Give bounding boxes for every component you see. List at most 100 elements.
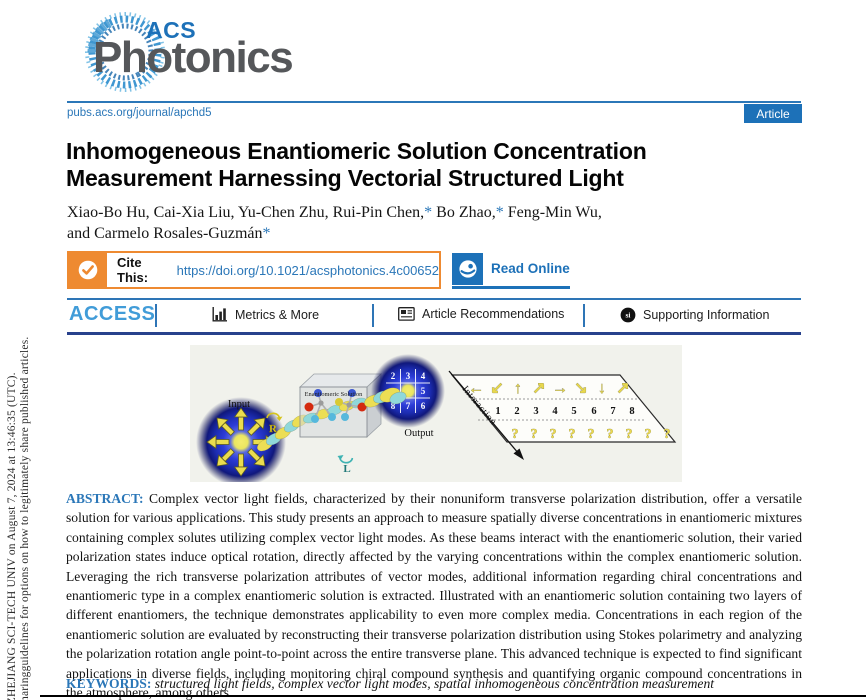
access-rule-top xyxy=(67,298,801,300)
header-rule xyxy=(67,101,801,103)
svg-text:?: ? xyxy=(512,427,519,442)
access-bar: ACCESS Metrics & More Article Recommenda… xyxy=(67,300,801,332)
logo-journal-name: Photonics xyxy=(93,33,294,82)
interaction-panel: Interaction ← ↙ ↑ ↗ → ↘ ↓ ↗ 1 2 3 4 xyxy=(448,370,677,460)
svg-text:8: 8 xyxy=(629,406,634,417)
check-circle-icon xyxy=(69,253,107,287)
cite-this-box[interactable]: Cite This: https://doi.org/10.1021/acsph… xyxy=(67,251,441,289)
author-segment: and Carmelo Rosales-Guzmán xyxy=(67,225,263,242)
separator xyxy=(372,304,374,327)
keywords-text: structured light fields, complex vector … xyxy=(151,676,715,691)
output-beam: 2 3 4 5 8 7 6 xyxy=(371,354,445,428)
corresponding-author-star: * xyxy=(262,225,271,242)
globe-icon xyxy=(452,252,483,285)
svg-text:6: 6 xyxy=(591,406,596,417)
svg-text:4: 4 xyxy=(552,406,558,417)
svg-text:5: 5 xyxy=(421,386,426,396)
acs-photonics-logo-swirl-icon xyxy=(85,12,165,92)
svg-text:6: 6 xyxy=(421,401,426,411)
svg-text:8: 8 xyxy=(391,401,396,411)
left-circular-mark: L xyxy=(337,455,354,475)
input-label: Input xyxy=(228,399,250,410)
svg-text:?: ? xyxy=(569,427,576,442)
author-segment: Xiao-Bo Hu, Cai-Xia Liu, Yu-Chen Zhu, Ru… xyxy=(67,204,425,221)
svg-text:↓: ↓ xyxy=(598,380,606,397)
svg-text:1: 1 xyxy=(495,406,500,417)
metrics-and-more-link[interactable]: Metrics & More xyxy=(212,307,319,322)
abstract-text: Complex vector light fields, characteriz… xyxy=(66,491,802,700)
output-label: Output xyxy=(404,428,433,439)
svg-text:3: 3 xyxy=(406,371,411,381)
helix-beam-out xyxy=(364,387,407,408)
svg-text:↘: ↘ xyxy=(574,380,587,397)
svg-text:7: 7 xyxy=(610,406,615,417)
svg-text:←: ← xyxy=(468,380,484,397)
separator xyxy=(155,304,157,327)
access-link[interactable]: ACCESS xyxy=(69,303,156,325)
supporting-information-label: Supporting Information xyxy=(643,308,770,322)
right-circular-mark: R xyxy=(266,412,283,435)
corresponding-author-star: * xyxy=(424,204,433,221)
read-online-button[interactable]: Read Online xyxy=(452,251,570,289)
download-notice: ia ZHEJIANG SCI-TECH UNIV on August 7, 2… xyxy=(0,0,34,700)
download-notice-line2: g/sharingguidelines for options on how t… xyxy=(19,336,31,700)
svg-text:si: si xyxy=(625,311,630,320)
svg-text:→: → xyxy=(552,380,568,397)
svg-text:7: 7 xyxy=(406,401,411,411)
author-segment: Feng-Min Wu, xyxy=(503,204,602,221)
bar-chart-icon xyxy=(212,307,227,322)
region-numbers: 1 2 3 4 5 6 7 8 xyxy=(495,406,634,417)
doi-link[interactable]: https://doi.org/10.1021/acsphotonics.4c0… xyxy=(176,262,439,278)
si-circle-icon: si xyxy=(620,307,636,323)
input-beam xyxy=(196,397,286,487)
svg-text:?: ? xyxy=(607,427,614,442)
svg-text:?: ? xyxy=(645,427,652,442)
svg-text:R: R xyxy=(269,423,278,435)
svg-text:4: 4 xyxy=(421,371,426,381)
molecules xyxy=(304,389,367,423)
svg-text:↙: ↙ xyxy=(490,380,503,397)
page-bottom-rule xyxy=(40,695,866,697)
svg-text:↑: ↑ xyxy=(514,380,522,397)
article-icon xyxy=(398,307,415,321)
graphical-abstract: Input R L xyxy=(190,345,682,487)
article-type-badge: Article xyxy=(744,104,802,123)
abstract-label: ABSTRACT: xyxy=(66,491,144,506)
helix-beam xyxy=(256,414,309,452)
interaction-arrowhead xyxy=(513,448,524,460)
solution-cube: Enantiomeric Solution xyxy=(298,373,383,438)
access-rule-bottom xyxy=(67,332,801,335)
supporting-information-link[interactable]: si Supporting Information xyxy=(620,307,769,323)
svg-text:2: 2 xyxy=(391,371,396,381)
svg-text:↗: ↗ xyxy=(532,380,545,397)
svg-text:2: 2 xyxy=(514,406,519,417)
cite-this-label: Cite This: xyxy=(117,255,149,285)
svg-text:?: ? xyxy=(550,427,557,442)
author-segment: Bo Zhao, xyxy=(432,204,496,221)
graphical-abstract-svg: Input R L xyxy=(196,354,677,487)
keywords-label: KEYWORDS: xyxy=(66,676,152,691)
keywords-section: KEYWORDS: structured light fields, compl… xyxy=(66,676,802,692)
svg-text:?: ? xyxy=(664,427,671,442)
article-recommendations-link[interactable]: Article Recommendations xyxy=(398,307,564,321)
cube-label: Enantiomeric Solution xyxy=(305,391,363,398)
article-recommendations-label: Article Recommendations xyxy=(422,307,565,321)
metrics-and-more-label: Metrics & More xyxy=(235,307,320,322)
corresponding-author-star: * xyxy=(495,204,504,221)
svg-text:5: 5 xyxy=(571,406,576,417)
download-notice-line1: ia ZHEJIANG SCI-TECH UNIV on August 7, 2… xyxy=(6,372,18,700)
svg-text:?: ? xyxy=(626,427,633,442)
question-marks: ? ? ? ? ? ? ? ? ? xyxy=(511,427,671,443)
svg-text:?: ? xyxy=(531,427,538,442)
svg-text:L: L xyxy=(343,463,350,475)
logo-acs-text: ACS xyxy=(146,17,197,43)
abstract-section: ABSTRACT: Complex vector light fields, c… xyxy=(66,489,802,700)
svg-text:3: 3 xyxy=(533,406,538,417)
journal-url-link[interactable]: pubs.acs.org/journal/apchd5 xyxy=(67,107,212,119)
polarization-arrows: ← ↙ ↑ ↗ → ↘ ↓ ↗ xyxy=(468,380,630,398)
author-list: Xiao-Bo Hu, Cai-Xia Liu, Yu-Chen Zhu, Ru… xyxy=(67,202,602,244)
svg-text:↗: ↗ xyxy=(616,380,629,397)
read-online-label: Read Online xyxy=(491,261,570,276)
page-title: Inhomogeneous Enantiomeric Solution Conc… xyxy=(66,138,647,191)
